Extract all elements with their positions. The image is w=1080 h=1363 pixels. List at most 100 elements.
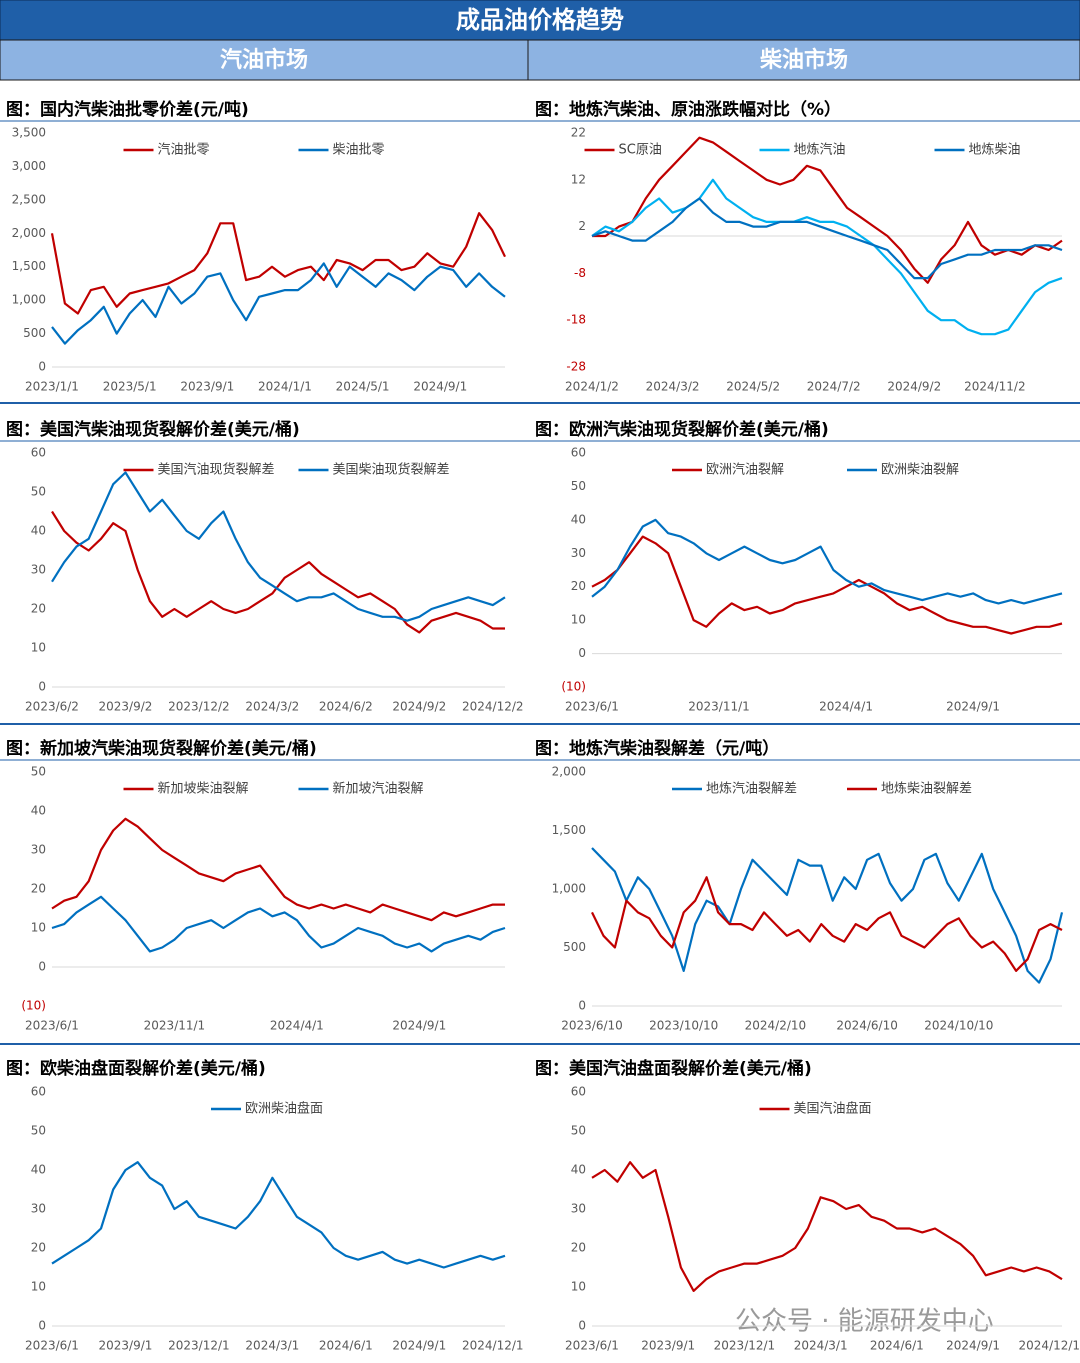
- y-tick-label: 40: [31, 1163, 46, 1177]
- x-tick-label: 2024/1/2: [565, 380, 619, 394]
- y-tick-label: 30: [31, 843, 46, 857]
- series-line: [591, 197, 1063, 280]
- x-tick-label: 2023/6/1: [25, 1339, 79, 1353]
- x-tick-label: 2023/6/10: [561, 1019, 623, 1033]
- y-tick-label: 50: [31, 485, 46, 499]
- y-tick-label: 0: [38, 960, 46, 974]
- legend-label: 美国汽油盘面: [794, 1101, 872, 1117]
- x-tick-label: 2024/3/2: [646, 380, 700, 394]
- tab: [527, 39, 1080, 81]
- y-tick-label: 30: [31, 563, 46, 577]
- chart-title: 图：新加坡汽柴油现货裂解价差(美元/桶): [6, 738, 317, 759]
- x-tick-label: 2023/9/1: [99, 1339, 153, 1353]
- x-tick-label: 2024/1/1: [258, 380, 312, 394]
- x-tick-label: 2023/9/2: [99, 700, 153, 714]
- chart-title: 图：国内汽柴油批零价差(元/吨): [6, 99, 249, 120]
- page-title: 成品油价格趋势: [456, 6, 624, 34]
- y-tick-label: 0: [38, 680, 46, 694]
- y-tick-label: 60: [571, 446, 586, 460]
- x-tick-label: 2024/6/1: [870, 1339, 924, 1353]
- y-tick-label: 3,500: [12, 126, 46, 140]
- y-tick-label: 20: [31, 1241, 46, 1255]
- x-tick-label: 2023/6/1: [565, 700, 619, 714]
- legend-label: 新加坡柴油裂解: [158, 781, 249, 797]
- y-tick-label: 10: [571, 1280, 586, 1294]
- legend-label: 欧洲柴油裂解: [881, 463, 959, 478]
- y-tick-label: 30: [571, 1202, 586, 1216]
- series-line: [591, 847, 1064, 984]
- x-tick-label: 2024/9/1: [413, 380, 467, 394]
- x-tick-label: 2023/6/2: [25, 700, 79, 714]
- x-tick-label: 2024/5/1: [336, 380, 390, 394]
- legend-label: 地炼汽油: [794, 143, 846, 158]
- x-tick-label: 2024/9/1: [946, 700, 1000, 714]
- legend-label: 欧洲柴油盘面: [245, 1101, 323, 1117]
- y-tick-label: 30: [31, 1202, 46, 1216]
- x-tick-label: 2024/4/1: [270, 1019, 324, 1033]
- legend-label: 柴油批零: [333, 143, 385, 158]
- series-line: [591, 518, 1063, 605]
- x-tick-label: 2024/3/1: [794, 1339, 848, 1353]
- tab-label: 汽油市场: [220, 47, 308, 73]
- series-line: [51, 1161, 506, 1269]
- legend-label: 美国柴油现货裂解差: [333, 462, 450, 478]
- y-tick-label: 0: [38, 1319, 46, 1333]
- y-tick-label: 50: [31, 1124, 46, 1138]
- y-tick-label: 50: [571, 479, 586, 493]
- tab-label: 柴油市场: [759, 47, 848, 73]
- x-tick-label: 2023/12/1: [714, 1339, 776, 1353]
- y-tick-label: 1,000: [552, 882, 586, 896]
- y-tick-label: 1,500: [12, 259, 46, 273]
- y-tick-label: -18: [566, 313, 586, 327]
- y-tick-label: 10: [31, 641, 46, 655]
- x-tick-label: 2023/11/1: [144, 1019, 206, 1033]
- x-tick-label: 2024/6/1: [319, 1339, 373, 1353]
- x-tick-label: 2024/6/10: [836, 1019, 898, 1033]
- y-tick-label: 500: [23, 326, 46, 340]
- y-tick-label: (10): [21, 999, 46, 1013]
- x-tick-label: 2023/6/1: [565, 1339, 619, 1353]
- legend-label: SC原油: [619, 143, 662, 158]
- series-line: [591, 178, 1063, 336]
- x-tick-label: 2024/9/1: [392, 1019, 446, 1033]
- x-tick-label: 2024/9/2: [887, 380, 941, 394]
- series-line: [51, 817, 505, 922]
- x-tick-label: 2023/5/1: [103, 380, 157, 394]
- x-tick-label: 2023/10/10: [649, 1019, 718, 1033]
- y-tick-label: 20: [571, 579, 586, 593]
- chart-title: 图：美国汽油盘面裂解价差(美元/桶): [535, 1058, 812, 1079]
- x-tick-label: 2024/3/2: [245, 700, 299, 714]
- y-tick-label: 10: [31, 921, 46, 935]
- y-tick-label: 0: [578, 999, 586, 1013]
- x-tick-label: 2024/2/10: [745, 1019, 807, 1033]
- y-tick-label: 12: [571, 172, 586, 186]
- y-tick-label: 30: [571, 546, 586, 560]
- y-tick-label: 0: [38, 360, 46, 374]
- y-tick-label: 2,000: [552, 765, 586, 779]
- y-tick-label: 0: [578, 646, 586, 660]
- x-tick-label: 2023/12/2: [168, 700, 230, 714]
- y-tick-label: 50: [31, 765, 46, 779]
- series-line: [51, 262, 506, 345]
- legend-label: 欧洲汽油裂解: [706, 463, 784, 478]
- y-tick-label: 10: [31, 1280, 46, 1294]
- y-tick-label: 20: [31, 602, 46, 616]
- series-line: [591, 876, 1063, 972]
- y-tick-label: 3,000: [12, 159, 46, 173]
- x-tick-label: 2024/10/10: [924, 1019, 993, 1033]
- x-tick-label: 2024/5/2: [726, 380, 780, 394]
- y-tick-label: 20: [31, 882, 46, 896]
- series-line: [591, 535, 1063, 635]
- legend-label: 地炼柴油: [969, 143, 1021, 158]
- y-tick-label: 40: [31, 804, 46, 818]
- y-tick-label: 60: [31, 446, 46, 460]
- x-tick-label: 2023/11/1: [688, 700, 750, 714]
- x-tick-label: 2024/7/2: [807, 380, 861, 394]
- series-line: [51, 895, 506, 953]
- y-tick-label: (10): [561, 680, 586, 694]
- legend-label: 地炼柴油裂解差: [881, 782, 972, 797]
- y-tick-label: 1,500: [552, 823, 586, 837]
- series-line: [51, 510, 505, 634]
- y-tick-label: 2,500: [12, 192, 46, 206]
